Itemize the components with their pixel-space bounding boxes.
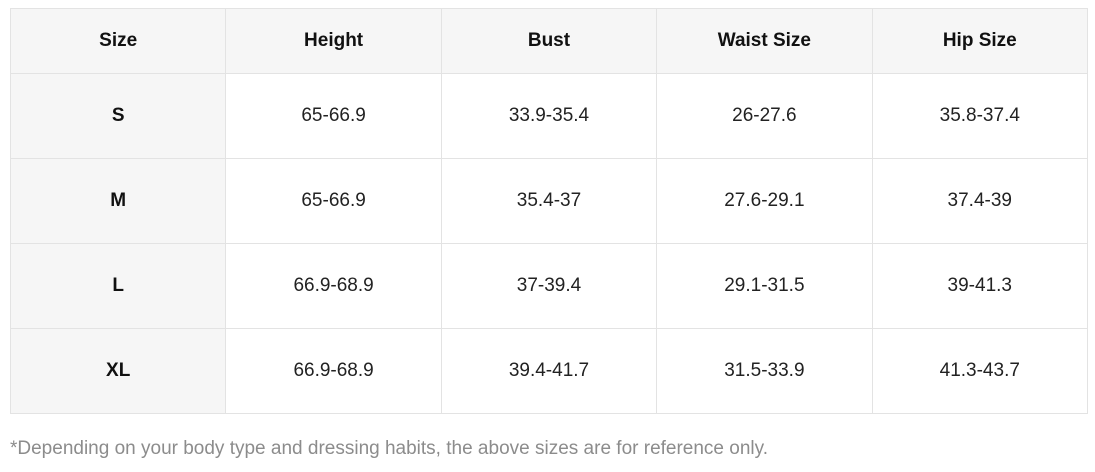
reference-footnote: *Depending on your body type and dressin… <box>10 438 769 459</box>
bust-cell: 35.4-37 <box>440 158 658 244</box>
waist-cell: 26-27.6 <box>656 73 873 159</box>
height-cell: 66.9-68.9 <box>225 243 442 329</box>
hip-cell: 35.8-37.4 <box>871 73 1089 159</box>
hip-cell: 37.4-39 <box>871 158 1089 244</box>
hip-cell: 39-41.3 <box>871 243 1089 329</box>
header-hip-size: Hip Size <box>871 8 1089 74</box>
header-waist-size: Waist Size <box>656 8 873 74</box>
table-row: S 65-66.9 33.9-35.4 26-27.6 35.8-37.4 <box>9 73 1089 159</box>
table-row: XL 66.9-68.9 39.4-41.7 31.5-33.9 41.3-43… <box>9 328 1089 414</box>
size-cell: S <box>9 73 227 159</box>
bust-cell: 39.4-41.7 <box>440 328 658 414</box>
table-header: Size Height Bust Waist Size Hip Size <box>9 8 1089 74</box>
hip-cell: 41.3-43.7 <box>871 328 1089 414</box>
header-bust: Bust <box>440 8 658 74</box>
header-size: Size <box>9 8 227 74</box>
table-body: S 65-66.9 33.9-35.4 26-27.6 35.8-37.4 M … <box>9 73 1089 414</box>
height-cell: 65-66.9 <box>225 73 442 159</box>
waist-cell: 31.5-33.9 <box>656 328 873 414</box>
header-row: Size Height Bust Waist Size Hip Size <box>9 8 1089 74</box>
size-cell: M <box>9 158 227 244</box>
size-cell: XL <box>9 328 227 414</box>
size-chart-table: Size Height Bust Waist Size Hip Size S 6… <box>9 8 1089 414</box>
waist-cell: 27.6-29.1 <box>656 158 873 244</box>
header-height: Height <box>225 8 442 74</box>
table-row: L 66.9-68.9 37-39.4 29.1-31.5 39-41.3 <box>9 243 1089 329</box>
size-cell: L <box>9 243 227 329</box>
height-cell: 65-66.9 <box>225 158 442 244</box>
height-cell: 66.9-68.9 <box>225 328 442 414</box>
bust-cell: 37-39.4 <box>440 243 658 329</box>
table-row: M 65-66.9 35.4-37 27.6-29.1 37.4-39 <box>9 158 1089 244</box>
bust-cell: 33.9-35.4 <box>440 73 658 159</box>
waist-cell: 29.1-31.5 <box>656 243 873 329</box>
